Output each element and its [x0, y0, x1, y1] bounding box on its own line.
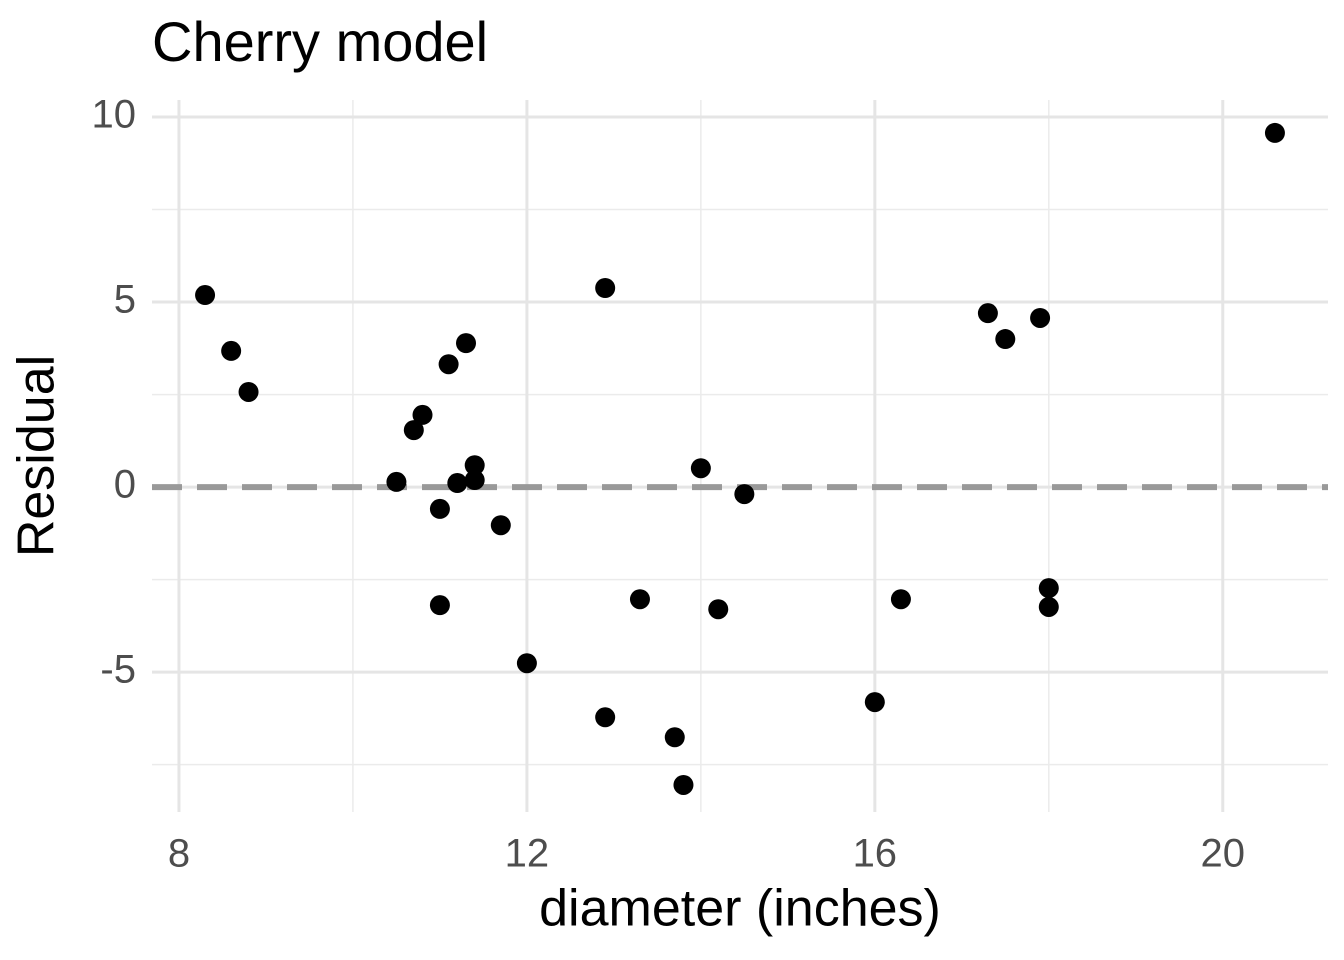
point	[995, 329, 1016, 350]
point	[195, 285, 216, 306]
x-tick-label: 20	[1201, 832, 1246, 876]
point	[629, 589, 650, 610]
y-tick-label: -5	[100, 648, 136, 692]
y-tick-label: 10	[92, 93, 137, 137]
point	[429, 595, 450, 616]
point	[456, 333, 477, 354]
point	[708, 599, 729, 620]
point	[447, 473, 468, 494]
point	[403, 420, 424, 441]
point	[1038, 596, 1059, 617]
point	[595, 707, 616, 728]
point	[595, 277, 616, 298]
point	[664, 727, 685, 748]
point	[516, 653, 537, 674]
point	[1264, 122, 1285, 143]
point	[864, 692, 885, 713]
x-tick-label: 16	[853, 832, 898, 876]
point	[673, 774, 694, 795]
point	[1038, 578, 1059, 599]
point	[412, 404, 433, 425]
chart-title: Cherry model	[152, 10, 488, 73]
point	[238, 381, 259, 402]
x-tick-label: 8	[168, 832, 190, 876]
x-axis-title: diameter (inches)	[539, 880, 941, 938]
point	[1030, 307, 1051, 328]
point	[690, 458, 711, 479]
point	[464, 455, 485, 476]
point	[464, 470, 485, 491]
y-tick-label: 5	[114, 278, 136, 322]
point	[734, 484, 755, 505]
y-axis-title: Residual	[8, 355, 66, 557]
point	[890, 589, 911, 610]
point	[386, 471, 407, 492]
point	[438, 354, 459, 375]
y-tick-label: 0	[114, 463, 136, 507]
point	[490, 515, 511, 536]
point	[221, 340, 242, 361]
point	[977, 303, 998, 324]
x-tick-label: 12	[505, 832, 550, 876]
point	[429, 498, 450, 519]
